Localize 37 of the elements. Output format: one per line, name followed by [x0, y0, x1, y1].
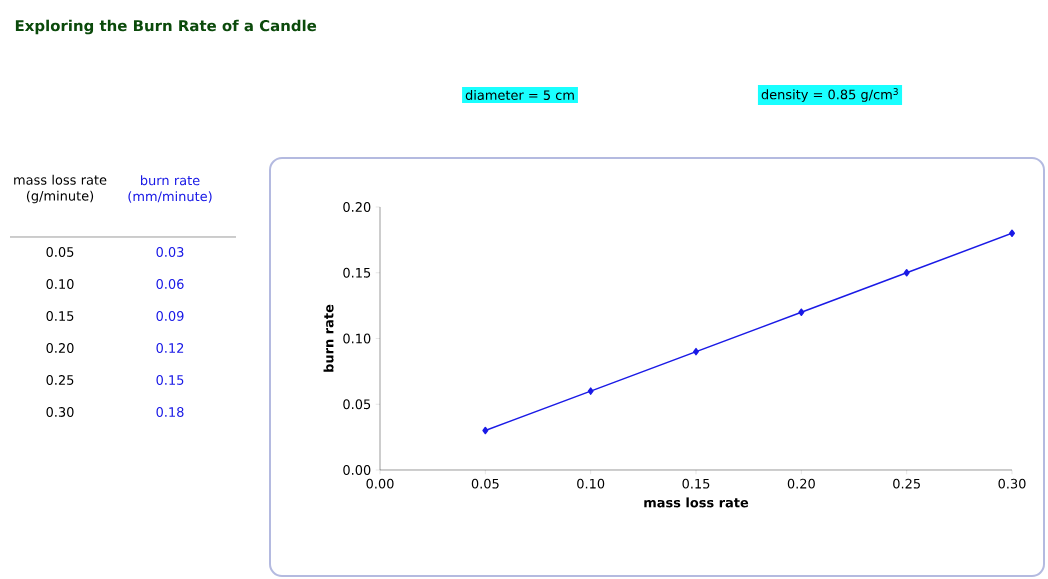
point [798, 308, 805, 316]
x-tick-label: 0.00 [366, 478, 394, 489]
text: 0.06 [156, 279, 184, 289]
text: burn rate (mm/minute) [128, 175, 212, 203]
x-tick-label: 0.25 [893, 478, 920, 489]
text: 0.20 [46, 343, 74, 353]
text: diameter = 5 cm [465, 89, 574, 101]
y-tick-label: 0.20 [343, 202, 371, 212]
text: 0.18 [156, 407, 184, 417]
text: 0.09 [156, 311, 184, 321]
x-tick-label: 0.15 [682, 478, 710, 489]
x-axis-title: mass loss rate [644, 497, 749, 508]
text: 0.10 [46, 279, 74, 289]
x-tick-label: 0.20 [787, 478, 815, 489]
text: 0.05 [46, 247, 74, 257]
point [587, 387, 594, 395]
text: mass loss rate (g/minute) [14, 174, 107, 204]
x-tick-label: 0.05 [471, 478, 499, 489]
y-tick-label: 0.05 [343, 399, 371, 410]
text: 0.25 [46, 375, 74, 385]
y-tick-label: 0.15 [343, 267, 371, 278]
text: 0.03 [156, 247, 184, 257]
text: 0.15 [46, 311, 74, 321]
y-axis-title: burn rate [323, 304, 334, 372]
y-tick-label: 0.10 [343, 333, 371, 344]
point [482, 426, 489, 435]
text: 0.15 [156, 375, 184, 385]
point [693, 347, 700, 356]
text: 0.12 [156, 343, 184, 353]
x-tick-label: 0.10 [577, 478, 605, 489]
point [903, 269, 910, 277]
point [1009, 229, 1016, 238]
y-tick-label: 0.00 [343, 465, 371, 475]
x-tick-label: 0.30 [998, 478, 1026, 489]
text: 0.30 [46, 407, 74, 417]
text: Exploring the Burn Rate of a Candle [15, 19, 317, 35]
text: density = 0.85 g/cm$^{3}$ [761, 88, 898, 102]
